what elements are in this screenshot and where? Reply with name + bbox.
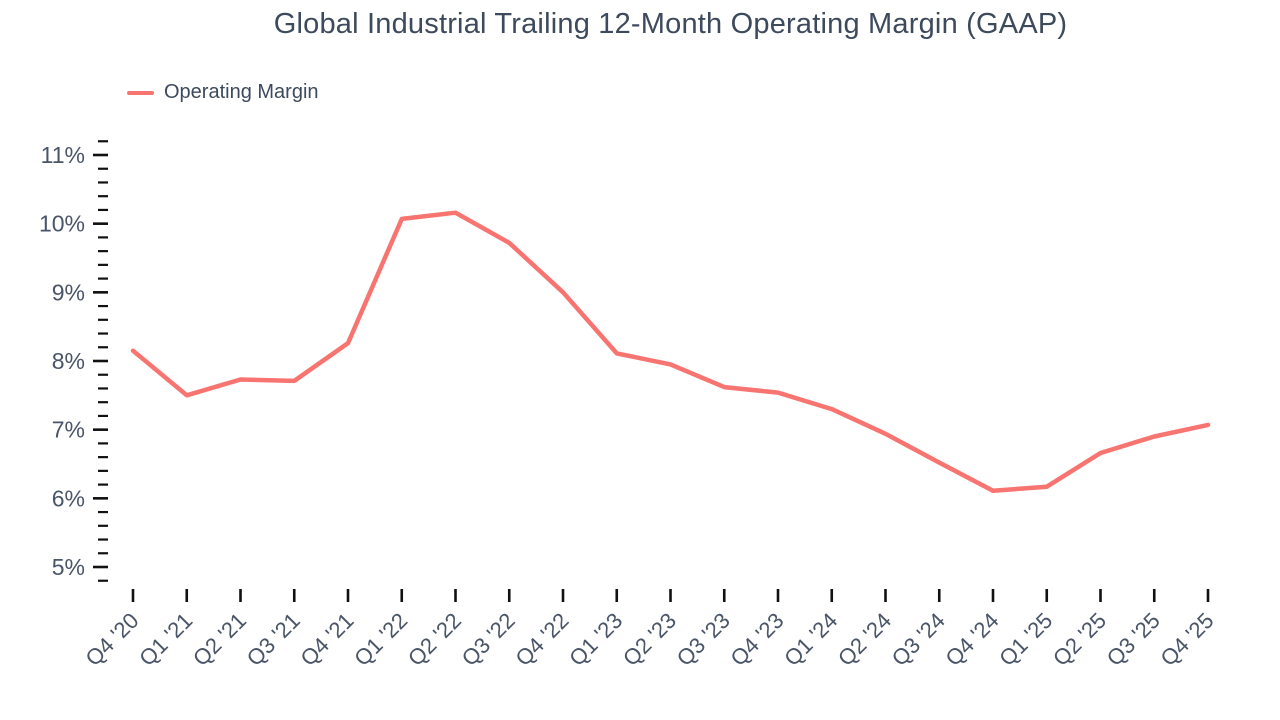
x-axis-label: Q4 '25 — [1156, 608, 1219, 671]
series-line-operating-margin[interactable] — [130, 210, 1211, 494]
x-axis-label: Q1 '22 — [349, 608, 412, 671]
x-axis-label: Q4 '23 — [726, 608, 789, 671]
x-axis-label: Q3 '25 — [1102, 608, 1165, 671]
x-axis-label: Q2 '21 — [188, 608, 251, 671]
x-axis-label: Q3 '22 — [457, 608, 520, 671]
x-axis-label: Q4 '20 — [81, 608, 144, 671]
x-axis-label: Q3 '21 — [242, 608, 305, 671]
y-axis-label: 8% — [52, 348, 85, 374]
x-axis-label: Q2 '22 — [403, 608, 466, 671]
y-axis-label: 11% — [41, 142, 85, 168]
x-axis-label: Q4 '21 — [296, 608, 359, 671]
y-axis-label: 10% — [39, 211, 85, 237]
chart-title: Global Industrial Trailing 12-Month Oper… — [273, 8, 1068, 40]
y-axis-label: 9% — [52, 279, 85, 305]
x-axis-label: Q4 '24 — [941, 608, 1004, 671]
y-axis-label: 5% — [52, 554, 85, 580]
x-axis-label: Q2 '23 — [618, 608, 681, 671]
legend-item-operating-margin[interactable]: Operating Margin — [127, 81, 319, 104]
x-axis-label: Q2 '25 — [1048, 608, 1111, 671]
legend-line-swatch — [127, 90, 154, 95]
x-axis-label: Q4 '22 — [511, 608, 574, 671]
y-axis-label: 7% — [52, 417, 85, 443]
x-axis-label: Q3 '23 — [672, 608, 735, 671]
x-axis-label: Q2 '24 — [833, 608, 896, 671]
y-axis-label: 6% — [52, 485, 85, 511]
x-axis-label: Q1 '23 — [564, 608, 627, 671]
x-axis-label: Q1 '24 — [779, 608, 842, 671]
x-axis-label: Q1 '25 — [994, 608, 1057, 671]
x-axis-label: Q1 '21 — [134, 608, 197, 671]
legend-label: Operating Margin — [164, 81, 319, 103]
x-axis-label: Q3 '24 — [887, 608, 950, 671]
